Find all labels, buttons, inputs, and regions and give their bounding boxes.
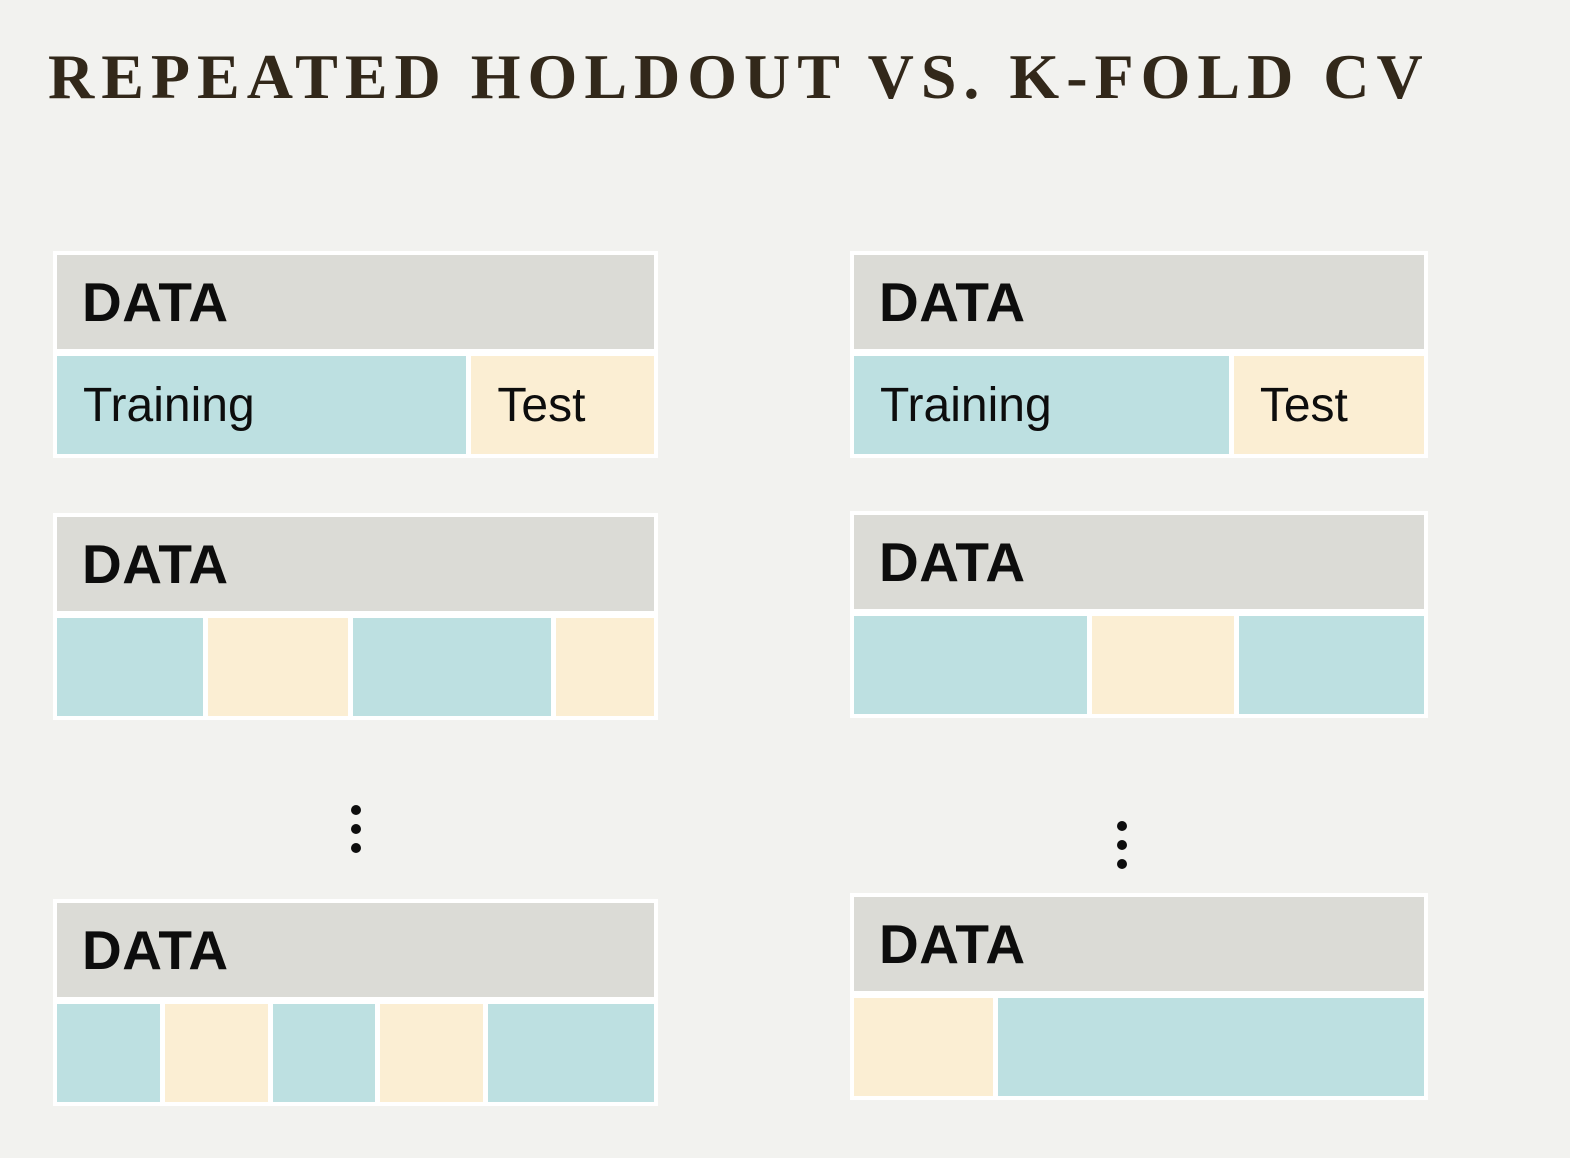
data-label: DATA — [879, 271, 1026, 333]
test-segment: Test — [471, 356, 654, 454]
training-segment — [854, 616, 1088, 714]
test-segment — [556, 618, 654, 716]
split-row — [57, 618, 654, 716]
data-header-bar: DATA — [854, 515, 1424, 609]
test-segment — [164, 1004, 268, 1102]
training-segment — [1238, 616, 1425, 714]
training-segment — [353, 618, 552, 716]
data-group-k-fold-cv-1: DATA Training Test — [850, 251, 1428, 458]
data-label: DATA — [82, 533, 229, 595]
test-segment-label: Test — [1259, 378, 1348, 432]
page-title: REPEATED HOLDOUT VS. K-FOLD CV — [48, 41, 1430, 112]
vertical-ellipsis-icon — [351, 805, 361, 853]
data-header-bar: DATA — [854, 255, 1424, 349]
split-row: Training Test — [854, 356, 1424, 454]
data-label: DATA — [879, 531, 1026, 593]
test-segment: Test — [1233, 356, 1424, 454]
data-group-repeated-holdout-3: DATA — [53, 899, 658, 1106]
data-label: DATA — [82, 919, 229, 981]
training-segment — [997, 998, 1424, 1096]
vertical-ellipsis-icon — [1117, 821, 1127, 869]
data-header-bar: DATA — [57, 517, 654, 611]
split-row — [854, 616, 1425, 714]
test-segment — [380, 1004, 483, 1102]
data-group-repeated-holdout-2: DATA — [53, 513, 658, 720]
training-segment — [488, 1004, 654, 1102]
training-segment: Training — [854, 356, 1229, 454]
split-row — [57, 1004, 654, 1102]
test-segment-label: Test — [497, 378, 586, 432]
data-group-k-fold-cv-3: DATA — [850, 893, 1428, 1100]
training-segment-label: Training — [83, 378, 255, 432]
data-header-bar: DATA — [854, 897, 1424, 991]
training-segment — [57, 1004, 160, 1102]
data-label: DATA — [879, 913, 1026, 975]
split-row — [854, 998, 1424, 1096]
data-group-repeated-holdout-1: DATA Training Test — [53, 251, 658, 458]
training-segment — [57, 618, 203, 716]
column-repeated-holdout: DATA Training Test DATA DATA — [53, 0, 658, 1158]
training-segment-label: Training — [880, 378, 1052, 432]
column-k-fold-cv: DATA Training Test DATA DATA — [850, 0, 1428, 1158]
data-header-bar: DATA — [57, 255, 654, 349]
test-segment — [854, 998, 993, 1096]
test-segment — [1092, 616, 1234, 714]
training-segment: Training — [57, 356, 467, 454]
data-label: DATA — [82, 271, 229, 333]
data-group-k-fold-cv-2: DATA — [850, 511, 1428, 718]
test-segment — [207, 618, 349, 716]
training-segment — [272, 1004, 376, 1102]
data-header-bar: DATA — [57, 903, 654, 997]
split-row: Training Test — [57, 356, 654, 454]
